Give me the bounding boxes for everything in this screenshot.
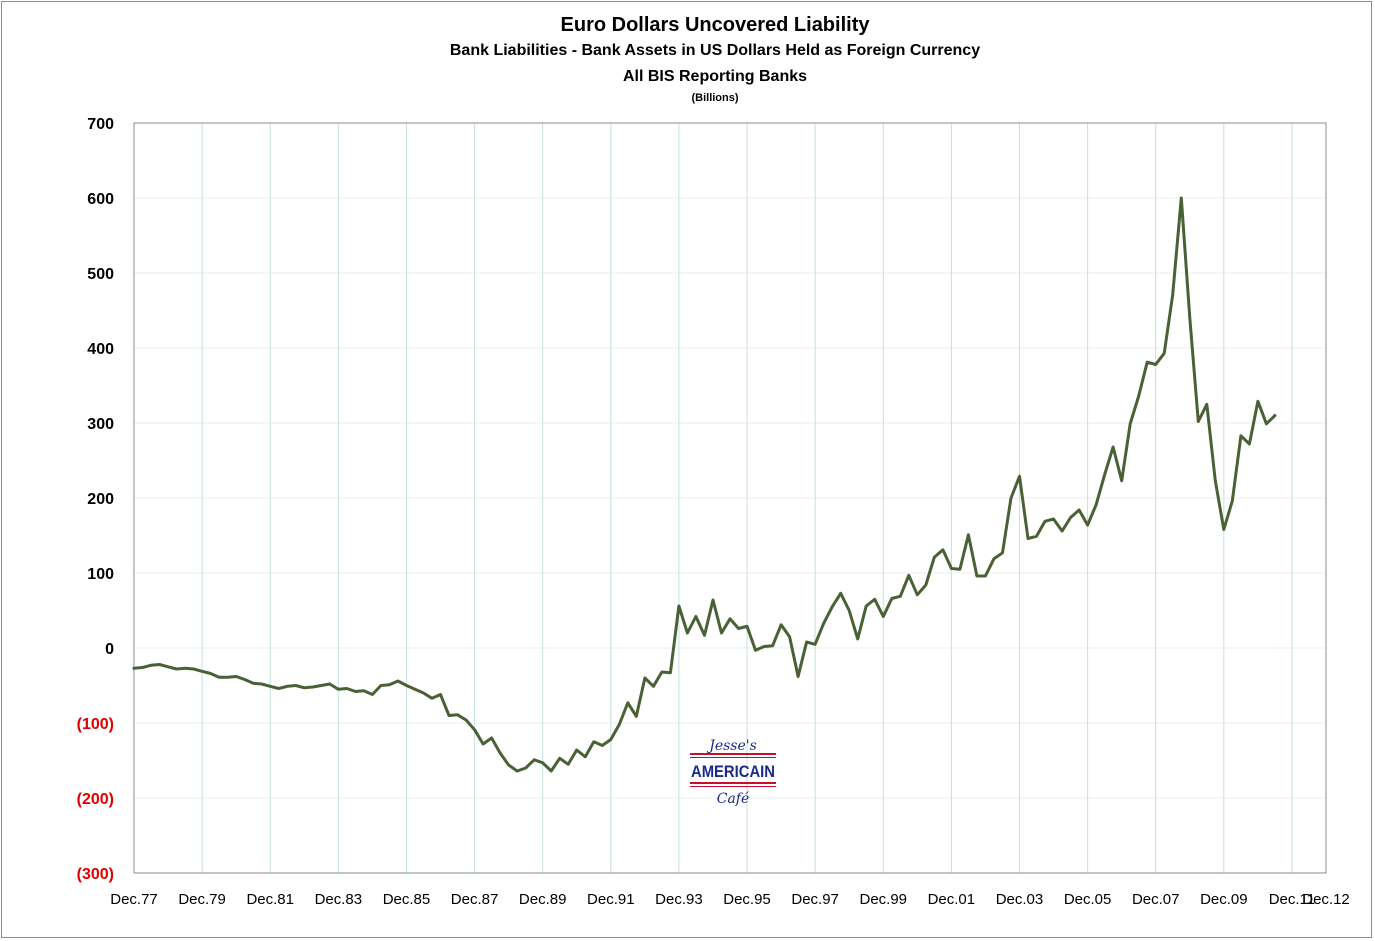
logo-line-3: Café — [717, 791, 750, 807]
x-tick-label: Dec.87 — [451, 891, 499, 908]
y-tick-label: (200) — [77, 791, 114, 808]
x-tick-label: Dec.81 — [246, 891, 294, 908]
logo-stripe — [690, 782, 776, 784]
logo-stripe — [690, 757, 776, 758]
x-tick-label: Dec.01 — [928, 891, 976, 908]
logo-line-2: AMERICAIN — [691, 762, 775, 781]
y-tick-label: (300) — [77, 866, 114, 883]
x-tick-label: Dec.99 — [859, 891, 907, 908]
x-tick-label: Dec.03 — [996, 891, 1044, 908]
x-axis-ticks: Dec.77 Dec.79 Dec.81 Dec.83 Dec.85 Dec.87 Dec.… — [110, 891, 1350, 908]
y-tick-label: 300 — [87, 416, 114, 433]
x-tick-label: Dec.91 — [587, 891, 635, 908]
series-group — [132, 196, 1277, 773]
chart-subtitle-2: All BIS Reporting Banks — [622, 68, 808, 85]
chart-units: (Billions) — [691, 92, 739, 104]
x-tick-label: Dec.79 — [178, 891, 226, 908]
chart-title: Euro Dollars Uncovered Liability — [560, 14, 870, 36]
logo-stripe — [690, 786, 776, 787]
chart-titles: Euro Dollars Uncovered Liability Bank Li… — [0, 12, 1375, 106]
x-tick-label: Dec.12 — [1302, 891, 1350, 908]
horizontal-gridlines — [134, 197, 1326, 799]
x-tick-label: Dec.85 — [383, 891, 431, 908]
y-tick-label: 400 — [87, 341, 114, 358]
x-tick-label: Dec.97 — [791, 891, 839, 908]
x-tick-label: Dec.83 — [315, 891, 363, 908]
series-line — [132, 196, 1277, 773]
logo: Jesse's AMERICAIN Café — [686, 736, 780, 810]
plot-area — [133, 122, 1327, 874]
logo-line-1: Jesse's — [706, 738, 757, 754]
y-tick-label: 0 — [105, 641, 114, 658]
y-tick-label: 500 — [87, 266, 114, 283]
vertical-gridlines — [201, 123, 1293, 873]
x-tick-label: Dec.07 — [1132, 891, 1180, 908]
x-tick-label: Dec.89 — [519, 891, 567, 908]
y-axis-ticks: 700 600 500 400 300 200 100 0 (100) (200) (300) — [77, 116, 114, 883]
y-tick-label: 600 — [87, 191, 114, 208]
y-tick-label: 700 — [87, 116, 114, 133]
logo-stripe — [690, 753, 776, 755]
x-tick-label: Dec.77 — [110, 891, 158, 908]
x-tick-label: Dec.09 — [1200, 891, 1248, 908]
x-tick-label: Dec.95 — [723, 891, 771, 908]
y-tick-label: (100) — [77, 716, 114, 733]
x-tick-label: Dec.93 — [655, 891, 703, 908]
y-tick-label: 100 — [87, 566, 114, 583]
x-tick-label: Dec.05 — [1064, 891, 1112, 908]
x-tick-label: Dec.11 — [1269, 891, 1315, 908]
chart-subtitle: Bank Liabilities - Bank Assets in US Dol… — [449, 42, 981, 59]
y-tick-label: 200 — [87, 491, 114, 508]
